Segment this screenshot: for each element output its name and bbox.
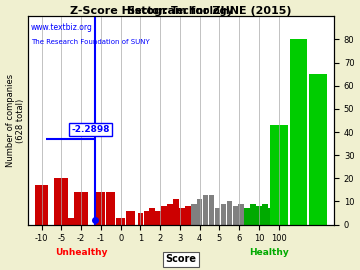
Bar — [244, 208, 250, 225]
Bar — [126, 211, 135, 225]
Text: The Research Foundation of SUNY: The Research Foundation of SUNY — [31, 39, 149, 45]
Bar — [116, 218, 125, 225]
Bar — [96, 192, 105, 225]
Bar — [191, 204, 197, 225]
Text: Sector: Technology: Sector: Technology — [129, 6, 233, 16]
Bar — [54, 178, 68, 225]
Bar — [197, 199, 202, 225]
Bar — [226, 201, 232, 225]
Bar — [185, 206, 190, 225]
Bar — [262, 204, 268, 225]
Bar — [74, 192, 88, 225]
Bar — [256, 206, 262, 225]
Text: www.textbiz.org: www.textbiz.org — [31, 23, 93, 32]
Bar — [179, 208, 185, 225]
Bar — [274, 211, 280, 225]
Bar — [221, 204, 226, 225]
Bar — [106, 192, 115, 225]
Bar — [149, 208, 155, 225]
Bar — [156, 211, 161, 225]
Y-axis label: Number of companies
(628 total): Number of companies (628 total) — [5, 74, 25, 167]
Bar — [67, 218, 75, 225]
Bar — [215, 208, 220, 225]
X-axis label: Score: Score — [165, 254, 197, 264]
Bar — [233, 206, 238, 225]
Text: -2.2898: -2.2898 — [71, 125, 110, 134]
Bar — [173, 199, 179, 225]
Bar — [167, 204, 173, 225]
Bar — [138, 213, 143, 225]
Text: Unhealthy: Unhealthy — [55, 248, 107, 257]
Bar — [290, 39, 307, 225]
Bar — [209, 194, 214, 225]
Bar — [309, 74, 327, 225]
Bar — [250, 204, 256, 225]
Bar — [144, 211, 149, 225]
Bar — [35, 185, 49, 225]
Bar — [203, 194, 208, 225]
Bar — [270, 125, 288, 225]
Title: Z-Score Histogram for ZHNE (2015): Z-Score Histogram for ZHNE (2015) — [70, 6, 292, 16]
Text: Healthy: Healthy — [249, 248, 289, 257]
Bar — [238, 204, 244, 225]
Bar — [268, 208, 274, 225]
Bar — [161, 206, 167, 225]
